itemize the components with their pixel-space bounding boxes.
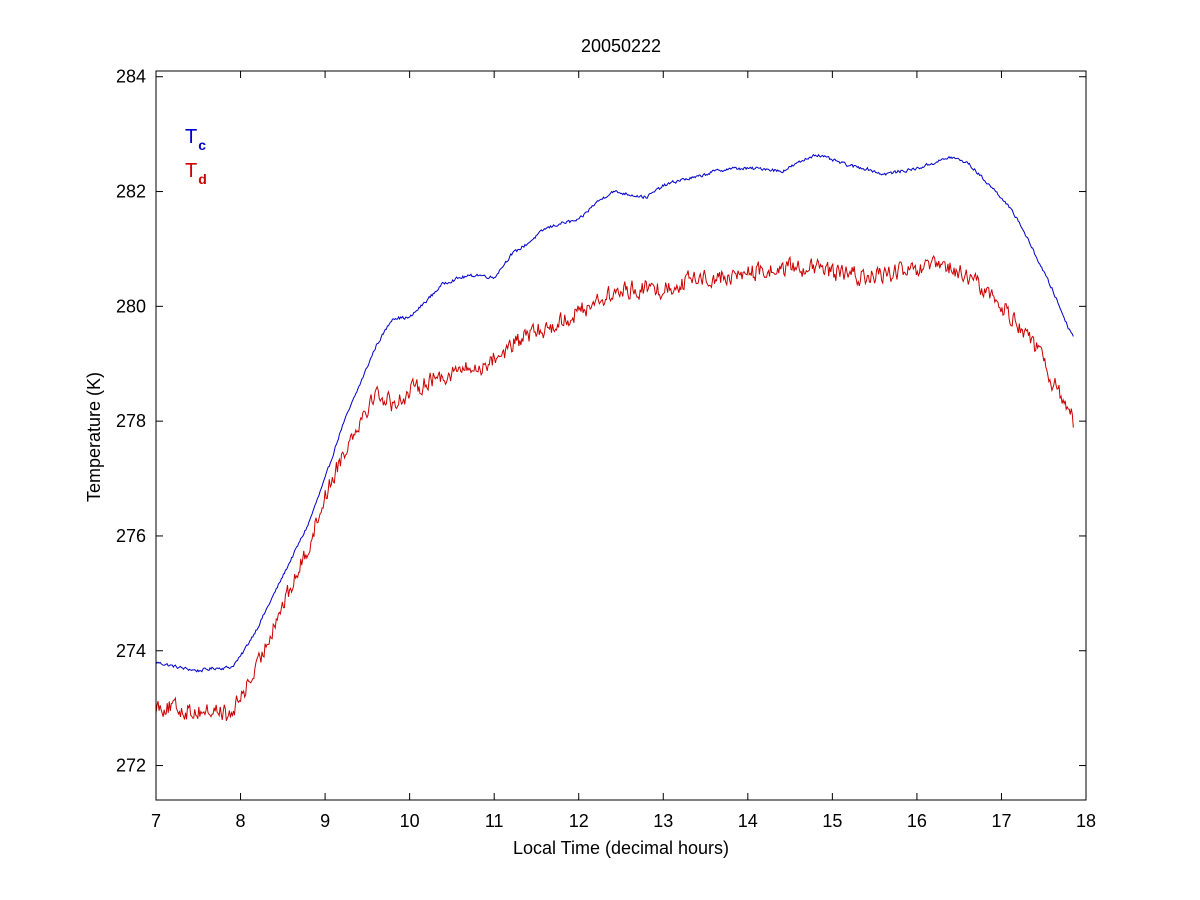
x-tick-label: 13 bbox=[653, 811, 673, 831]
x-tick-label: 17 bbox=[991, 811, 1011, 831]
series-layer bbox=[155, 153, 1074, 722]
x-axis-label: Local Time (decimal hours) bbox=[513, 838, 729, 858]
y-tick-label: 272 bbox=[116, 756, 146, 776]
legend-entry: Td bbox=[185, 160, 207, 187]
y-tick-label: 276 bbox=[116, 526, 146, 546]
x-tick-label: 10 bbox=[400, 811, 420, 831]
y-tick-label: 278 bbox=[116, 411, 146, 431]
series-line-Tc bbox=[155, 153, 1074, 673]
x-tick-label: 11 bbox=[485, 811, 504, 831]
x-tick-label: 12 bbox=[569, 811, 589, 831]
chart-title: 20050222 bbox=[581, 36, 661, 56]
x-tick-label: 7 bbox=[151, 811, 161, 831]
y-tick-label: 280 bbox=[116, 296, 146, 316]
x-tick-label: 15 bbox=[822, 811, 842, 831]
plot-frame bbox=[155, 70, 1087, 801]
legend-entry-main: T bbox=[185, 160, 197, 182]
x-tick-label: 16 bbox=[907, 811, 927, 831]
x-tick-label: 14 bbox=[738, 811, 758, 831]
y-tick-label: 284 bbox=[116, 67, 146, 87]
series-line-Td bbox=[155, 255, 1074, 722]
legend-entry-sub: c bbox=[198, 137, 206, 153]
y-axis-label: Temperature (K) bbox=[84, 372, 104, 502]
tick-layer: 7 8 9 10 11 12 13 14 15 16 17 18 272 274 276 278 280 282 2… bbox=[116, 67, 1096, 831]
legend-entry: Tc bbox=[185, 126, 206, 153]
y-tick-label: 282 bbox=[116, 182, 146, 202]
legend-entry-main: T bbox=[185, 126, 197, 148]
y-tick-label: 274 bbox=[116, 641, 146, 661]
x-tick-label: 18 bbox=[1076, 811, 1096, 831]
x-tick-label: 8 bbox=[236, 811, 246, 831]
legend-entry-sub: d bbox=[198, 171, 207, 187]
x-tick-label: 9 bbox=[320, 811, 330, 831]
